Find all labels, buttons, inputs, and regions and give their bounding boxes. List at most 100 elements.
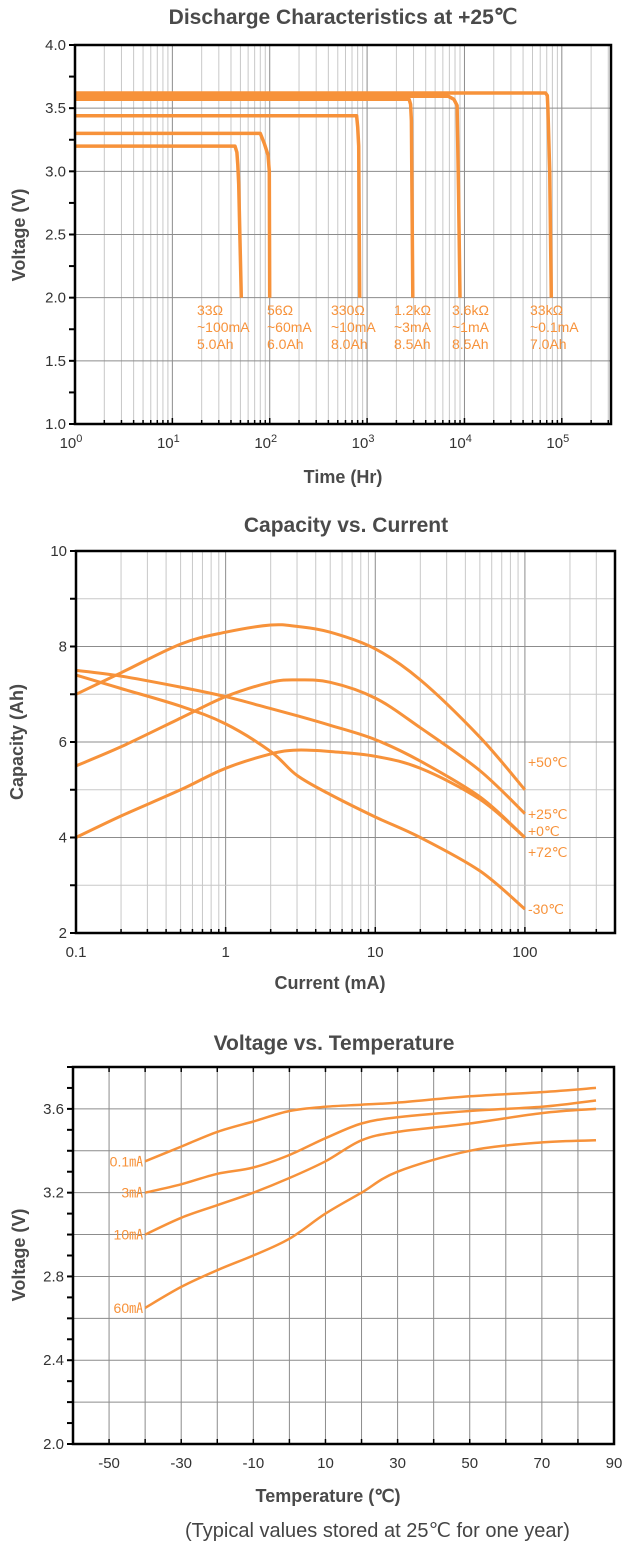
axes — [69, 43, 613, 426]
series-annotation: ~3mA — [394, 319, 432, 335]
x-tick-label: 102 — [254, 433, 277, 452]
x-tick-label: -50 — [98, 1455, 120, 1472]
y-tick-label: 2.8 — [43, 1268, 64, 1285]
series-annotation: ~100mA — [197, 319, 250, 335]
series-annotation: 8.0Ah — [331, 336, 368, 352]
series-line — [144, 1139, 597, 1309]
series-label: -30℃ — [528, 901, 564, 917]
series-annotation: ~60mA — [267, 319, 312, 335]
series-label: 60㎃ — [114, 1300, 144, 1316]
y-axis-label: Voltage (V) — [9, 189, 29, 282]
series-group — [144, 1086, 597, 1309]
x-tick-label: 10 — [317, 1455, 334, 1472]
series-annotation: 1.2kΩ — [394, 302, 431, 318]
series-annotation: ~0.1mA — [530, 319, 579, 335]
series-annotation: 5.0Ah — [197, 336, 234, 352]
series-line — [75, 91, 554, 298]
series-annotation: ~1mA — [452, 319, 490, 335]
series-line — [144, 1107, 597, 1236]
series-label: +50℃ — [528, 754, 567, 770]
series-label: +0℃ — [528, 823, 560, 839]
series-annotation: 56Ω — [267, 302, 293, 318]
y-tick-label: 2.4 — [43, 1352, 64, 1369]
y-tick-label: 4.0 — [45, 37, 66, 54]
y-tick-label: 1.5 — [45, 353, 66, 370]
series-group — [75, 623, 527, 911]
chart-title: Discharge Characteristics at +25℃ — [169, 6, 518, 29]
y-tick-label: 3.2 — [43, 1185, 64, 1202]
series-annotation: 8.5Ah — [452, 336, 489, 352]
y-tick-label: 3.6 — [43, 1101, 64, 1118]
y-tick-label: 4 — [59, 830, 67, 847]
series-label: +72℃ — [528, 844, 567, 860]
tick-labels: 2.0 2.4 2.8 3.2 3.6 -50 -30 -10 10 30 50 70 90 — [43, 1101, 622, 1472]
x-tick-label: -10 — [242, 1455, 264, 1472]
x-axis-label: Temperature (℃) — [256, 1486, 401, 1506]
series-annotation: 6.0Ah — [267, 336, 304, 352]
chart-title: Voltage vs. Temperature — [214, 1032, 455, 1055]
capacity-chart: Capacity vs. Current 2 4 6 8 10 0.1 1 10 100 +50… — [7, 514, 617, 993]
x-tick-label: 100 — [60, 433, 83, 452]
tick-labels: 1.0 1.5 2.0 2.5 3.0 3.5 4.0 100 101 102 103 104 105 — [45, 37, 569, 452]
grid — [73, 1067, 614, 1444]
series-label: 3㎃ — [121, 1185, 143, 1201]
series-line — [144, 1086, 597, 1163]
x-tick-label: 30 — [389, 1455, 406, 1472]
series-label: +25℃ — [528, 806, 567, 822]
series-annotation: 330Ω — [331, 302, 365, 318]
y-tick-label: 2 — [59, 925, 67, 942]
series-label: 10㎃ — [114, 1227, 144, 1243]
x-axis-label: Time (Hr) — [304, 467, 383, 487]
series-line — [75, 668, 526, 839]
series-line — [75, 673, 526, 911]
axes — [70, 549, 617, 935]
x-tick-label: 1 — [221, 944, 229, 961]
y-tick-label: 1.0 — [45, 416, 66, 433]
x-tick-label: 10 — [367, 944, 384, 961]
annotations: 0.1㎃ 3㎃ 10㎃ 60㎃ — [110, 1153, 143, 1316]
series-line — [75, 94, 462, 298]
plot-frame — [74, 549, 617, 935]
x-tick-label: 90 — [606, 1455, 623, 1472]
series-annotation: 8.5Ah — [394, 336, 431, 352]
series-annotation: 33Ω — [197, 302, 223, 318]
x-tick-label: 100 — [512, 944, 537, 961]
plot-frame — [71, 1065, 616, 1446]
x-tick-label: 105 — [546, 433, 569, 452]
series-annotation: 3.6kΩ — [452, 302, 489, 318]
y-tick-label: 6 — [59, 734, 67, 751]
x-tick-label: 104 — [449, 433, 472, 452]
series-line — [144, 1099, 597, 1194]
x-tick-label: 50 — [461, 1455, 478, 1472]
discharge-chart: Discharge Characteristics at +25℃ 1.0 1.5… — [9, 6, 613, 487]
series-line — [75, 678, 526, 815]
voltage-temperature-chart: Voltage vs. Temperature 2.0 2.4 2.8 3.2 3.6 -… — [9, 1032, 622, 1506]
x-tick-label: 101 — [157, 433, 180, 452]
series-line — [75, 131, 272, 298]
y-axis-label: Capacity (Ah) — [7, 684, 27, 800]
series-group — [75, 91, 554, 298]
series-line — [75, 144, 244, 298]
series-line — [75, 748, 526, 839]
series-label: 0.1㎃ — [110, 1153, 143, 1169]
axes — [67, 1065, 616, 1446]
plot-frame — [73, 43, 613, 426]
series-annotation: ~10mA — [331, 319, 376, 335]
series-line — [75, 623, 527, 791]
grid — [75, 45, 611, 424]
y-tick-label: 2.0 — [45, 290, 66, 307]
series-annotation: 33kΩ — [530, 302, 563, 318]
y-tick-label: 3.0 — [45, 163, 66, 180]
x-tick-label: 70 — [534, 1455, 551, 1472]
x-axis-label: Current (mA) — [275, 973, 386, 993]
y-tick-label: 2.0 — [43, 1436, 64, 1453]
y-tick-label: 3.5 — [45, 100, 66, 117]
footnote: (Typical values stored at 25℃ for one ye… — [185, 1520, 570, 1542]
grid — [76, 551, 615, 933]
series-line — [75, 113, 362, 298]
y-tick-label: 2.5 — [45, 227, 66, 244]
chart-title: Capacity vs. Current — [244, 514, 448, 537]
annotations: +50℃ +25℃+0℃ +72℃ -30℃ — [528, 754, 567, 917]
